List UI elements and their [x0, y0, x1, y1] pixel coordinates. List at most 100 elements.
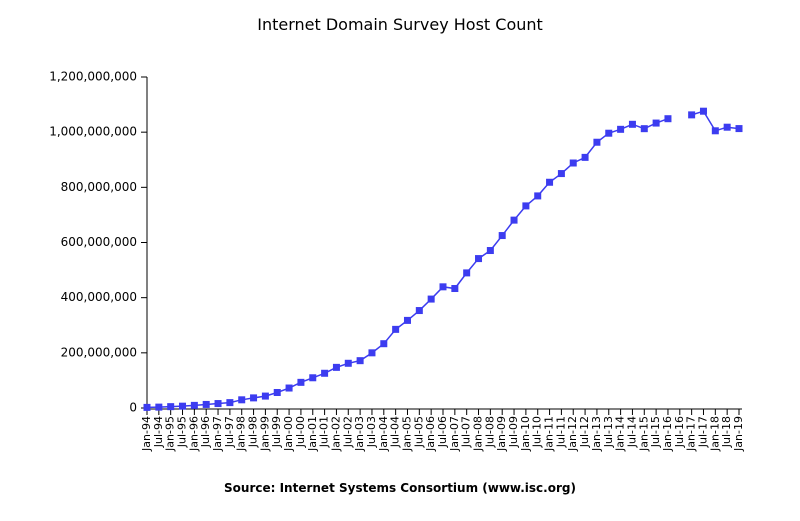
data-point [569, 159, 577, 167]
y-tick-label: 1,200,000,000 [49, 70, 137, 84]
x-tick-label: Jul-98 [247, 416, 260, 448]
data-point [321, 369, 329, 377]
x-tick-label: Jan-04 [377, 416, 390, 452]
data-point [617, 125, 625, 133]
data-point [250, 394, 258, 402]
x-tick-label: Jan-94 [140, 416, 153, 452]
data-point [581, 153, 589, 161]
data-point [309, 374, 317, 382]
x-tick-label: Jul-04 [389, 416, 402, 448]
x-tick-label: Jan-05 [400, 416, 413, 452]
data-point [593, 138, 601, 146]
data-point [546, 178, 554, 186]
data-point [344, 359, 352, 367]
data-point [439, 283, 447, 291]
data-point [356, 357, 364, 365]
data-point [628, 120, 636, 128]
x-tick-label: Jul-05 [412, 416, 425, 448]
x-tick-label: Jan-13 [590, 416, 603, 452]
data-point [190, 401, 198, 409]
x-tick-label: Jul-10 [531, 416, 544, 448]
data-point [167, 403, 175, 411]
data-point [285, 384, 293, 392]
data-point [332, 363, 340, 371]
x-tick-label: Jul-08 [483, 416, 496, 448]
x-tick-label: Jan-07 [448, 416, 461, 452]
data-point [664, 115, 672, 123]
data-point [723, 123, 731, 131]
data-point [214, 400, 222, 408]
x-tick-label: Jan-02 [329, 416, 342, 452]
chart-title: Internet Domain Survey Host Count [257, 15, 543, 34]
x-tick-label: Jul-09 [507, 416, 520, 448]
y-tick-label: 0 [129, 401, 137, 415]
x-tick-label: Jul-06 [436, 416, 449, 448]
x-tick-label: Jul-11 [554, 416, 567, 448]
data-point [380, 340, 388, 348]
x-tick-label: Jan-95 [164, 416, 177, 452]
y-tick-label: 200,000,000 [61, 345, 137, 359]
x-tick-label: Jan-10 [519, 416, 532, 452]
x-tick-label: Jul-17 [696, 416, 709, 448]
y-tick-label: 600,000,000 [61, 235, 137, 249]
data-point [155, 403, 163, 411]
data-point [475, 255, 483, 263]
x-tick-label: Jan-96 [187, 416, 200, 452]
data-point [498, 232, 506, 240]
x-tick-label: Jul-00 [294, 416, 307, 448]
data-point [605, 129, 613, 137]
x-tick-label: Jul-15 [649, 416, 662, 448]
data-point [735, 125, 743, 133]
x-tick-label: Jan-15 [637, 416, 650, 452]
x-tick-label: Jul-18 [720, 416, 733, 448]
data-point [510, 216, 518, 224]
source-note: Source: Internet Systems Consortium (www… [224, 481, 576, 495]
x-tick-label: Jan-18 [708, 416, 721, 452]
data-point [711, 127, 719, 135]
data-point [427, 295, 435, 303]
data-point [261, 392, 269, 400]
x-tick-label: Jan-00 [282, 416, 295, 452]
y-tick-label: 1,000,000,000 [49, 125, 137, 139]
data-point [226, 399, 234, 407]
data-point [273, 388, 281, 396]
x-tick-label: Jul-14 [625, 416, 638, 448]
data-point [557, 170, 565, 178]
x-tick-label: Jul-12 [578, 416, 591, 448]
data-point [297, 378, 305, 386]
x-tick-label: Jan-08 [472, 416, 485, 452]
x-tick-label: Jul-96 [199, 416, 212, 448]
x-tick-label: Jan-06 [424, 416, 437, 452]
x-tick-label: Jul-95 [176, 416, 189, 448]
data-point [486, 247, 494, 255]
x-tick-label: Jan-09 [495, 416, 508, 452]
x-tick-label: Jan-19 [732, 416, 745, 452]
x-tick-label: Jul-13 [602, 416, 615, 448]
x-tick-label: Jul-02 [341, 416, 354, 448]
data-point [534, 192, 542, 200]
x-tick-label: Jul-94 [152, 416, 165, 448]
x-tick-label: Jan-99 [258, 416, 271, 452]
x-tick-label: Jul-03 [365, 416, 378, 448]
y-tick-label: 800,000,000 [61, 180, 137, 194]
x-tick-label: Jul-16 [673, 416, 686, 448]
data-point [403, 316, 411, 324]
data-point [652, 119, 660, 127]
data-point [392, 325, 400, 333]
x-tick-label: Jul-97 [223, 416, 236, 448]
x-tick-label: Jan-03 [353, 416, 366, 452]
x-tick-label: Jan-11 [543, 416, 556, 452]
data-point [522, 202, 530, 210]
data-point [463, 269, 471, 277]
data-point [640, 125, 648, 133]
x-tick-label: Jul-07 [460, 416, 473, 448]
x-tick-label: Jan-97 [211, 416, 224, 452]
x-tick-label: Jan-16 [661, 416, 674, 452]
x-tick-label: Jan-17 [685, 416, 698, 452]
x-tick-label: Jan-01 [306, 416, 319, 452]
y-tick-label: 400,000,000 [61, 290, 137, 304]
data-point [415, 307, 423, 315]
data-point [179, 402, 187, 410]
data-point [143, 403, 151, 411]
